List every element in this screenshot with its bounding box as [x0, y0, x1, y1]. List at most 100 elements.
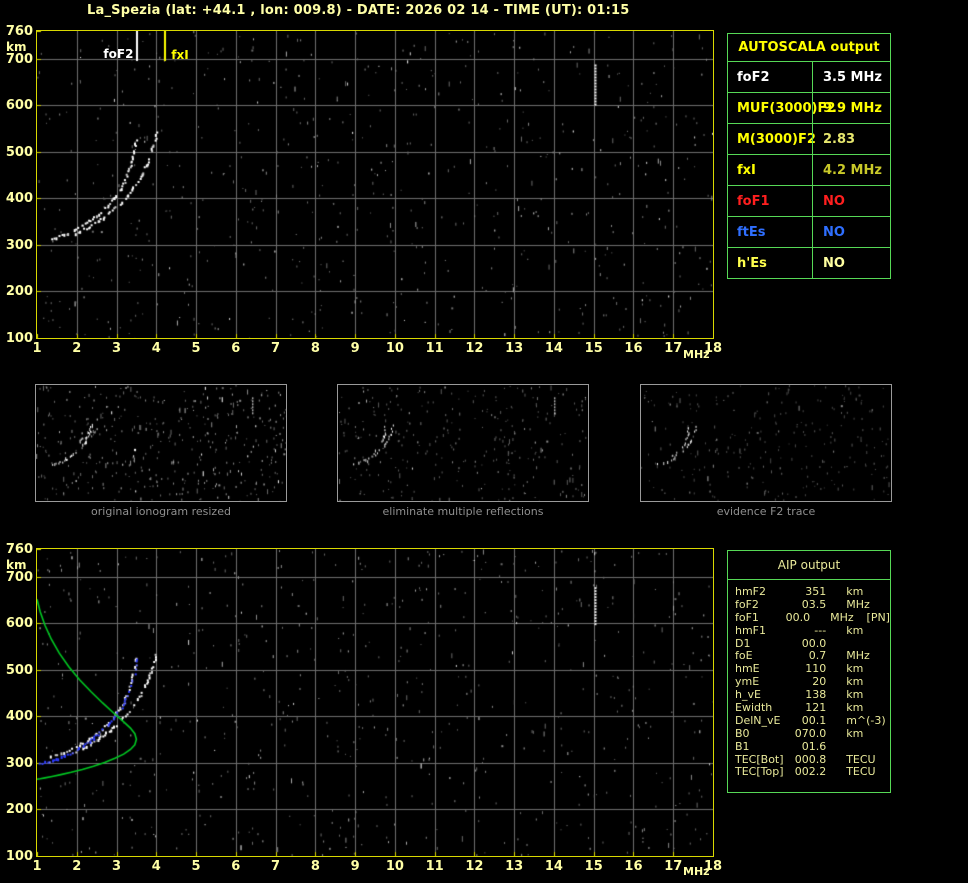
aip-row-unit: MHz — [846, 597, 870, 611]
autoscala-panel-title: AUTOSCALA output — [738, 40, 880, 55]
caption-eliminate-reflections: eliminate multiple reflections — [382, 505, 544, 518]
x-tick-label: 3 — [111, 341, 122, 356]
aip-row-label: TEC[Bot] — [735, 752, 784, 766]
aip-row-extra: [PN] — [866, 610, 890, 624]
aip-row-label: foF2 — [735, 597, 759, 611]
aip-row-label: ymE — [735, 675, 760, 689]
autoscala-row-label: ftEs — [737, 224, 766, 240]
x-tick-label: 11 — [425, 341, 444, 356]
x-tick-label: 15 — [584, 859, 603, 874]
aip-row-unit: km — [846, 585, 864, 598]
autoscala-row: foF1 NO — [728, 185, 890, 216]
x-tick-label: 2 — [72, 859, 82, 874]
y-axis-unit-bottom: km — [6, 558, 27, 572]
y-tick-label: 700 — [5, 569, 33, 585]
x-tick-label: 3 — [111, 859, 122, 874]
aip-row-label: hmF2 — [735, 585, 767, 598]
aip-row-label: TEC[Top] — [735, 765, 784, 779]
aip-row: TEC[Top] 002.2 TECU — [728, 766, 890, 779]
aip-row-value: 121 — [805, 701, 827, 715]
autoscala-row-value: 2.83 — [812, 124, 890, 154]
autoscala-row: foF2 3.5 MHz — [728, 61, 890, 92]
x-tick-label: 17 — [664, 341, 683, 356]
aip-row-value: 002.2 — [794, 765, 827, 779]
aip-row-unit: m^(-3) — [846, 713, 886, 727]
x-tick-label: 5 — [191, 341, 201, 356]
aip-row-value: 00.0 — [785, 610, 811, 624]
aip-row-value: 01.6 — [801, 739, 827, 753]
caption-evidence-f2: evidence F2 trace — [716, 505, 816, 518]
x-tick-label: 4 — [151, 859, 161, 874]
thumbnail-canvas-evidence — [641, 385, 891, 501]
aip-row-unit: MHz — [846, 649, 870, 663]
autoscala-row-label: foF2 — [737, 69, 770, 85]
autoscala-rows: foF2 3.5 MHz MUF(3000)F2 9.9 MHz M(3000)F2 2.… — [728, 61, 890, 278]
ionogram-canvas-aip — [37, 549, 713, 856]
thumbnail-evidence-f2 — [640, 384, 892, 502]
x-tick-label: 6 — [231, 859, 241, 874]
autoscala-row: ftEs NO — [728, 216, 890, 247]
autoscala-row: fxI 4.2 MHz — [728, 154, 890, 185]
aip-row-unit: km — [846, 662, 864, 676]
aip-row-value: 00.1 — [801, 713, 827, 727]
aip-row-value: 03.5 — [801, 597, 827, 611]
x-tick-label: 9 — [350, 859, 360, 874]
x-tick-label: 15 — [584, 341, 603, 356]
x-tick-label: 6 — [231, 341, 241, 356]
x-tick-label: 12 — [465, 341, 484, 356]
x-tick-label: 2 — [72, 341, 82, 356]
autoscala-row-value: 3.5 MHz — [812, 62, 890, 92]
aip-row: B0 070.0 km — [728, 726, 890, 741]
y-tick-label: 700 — [5, 51, 33, 67]
aip-row-label: DelN_vE — [735, 713, 781, 727]
aip-row-unit: km — [846, 726, 864, 740]
autoscala-row-value: NO — [812, 248, 890, 278]
aip-row-unit: MHz — [830, 610, 854, 624]
aip-row-value: --- — [814, 623, 827, 637]
x-tick-label: 18 — [703, 859, 723, 874]
y-tick-label: 760 — [5, 24, 33, 39]
aip-row: hmF1 --- km — [728, 623, 890, 638]
x-tick-label: 10 — [385, 341, 404, 356]
x-tick-label: 14 — [544, 341, 563, 356]
autoscala-row-label: h'Es — [737, 255, 767, 271]
thumbnail-canvas-eliminate — [338, 385, 588, 501]
x-tick-label: 7 — [271, 341, 281, 356]
aip-row-value: 000.8 — [794, 752, 827, 766]
ionogram-plot-aip — [36, 548, 714, 857]
aip-row: hmF2 351 km — [728, 585, 890, 599]
autoscala-row-value: NO — [812, 186, 890, 216]
aip-row: foF1 00.0 MHz [PN] — [728, 610, 890, 625]
x-tick-label: 7 — [271, 859, 281, 874]
x-tick-label: 11 — [425, 859, 444, 874]
autoscala-row-value: 4.2 MHz — [812, 155, 890, 185]
y-tick-label: 400 — [5, 709, 33, 725]
aip-row-unit: km — [846, 701, 864, 715]
x-tick-label: 13 — [505, 341, 524, 356]
aip-row-label: B0 — [735, 726, 750, 740]
x-tick-label: 1 — [32, 859, 42, 874]
aip-row-value: 110 — [805, 662, 827, 676]
aip-row-label: B1 — [735, 739, 750, 753]
autoscala-row-label: fxI — [737, 162, 756, 178]
thumbnail-canvas-original — [36, 385, 286, 501]
x-tick-label: 10 — [385, 859, 404, 874]
aip-row: foE 0.7 MHz — [728, 650, 890, 663]
x-tick-label: 4 — [151, 341, 161, 356]
aip-row-unit: km — [846, 623, 864, 637]
y-tick-label: 500 — [5, 144, 33, 160]
aip-row-unit: TECU — [846, 765, 876, 779]
y-tick-label: 200 — [5, 802, 33, 818]
y-tick-label: 300 — [5, 237, 33, 253]
x-axis-unit-top: MHz — [683, 348, 710, 361]
aip-row: B1 01.6 — [728, 739, 890, 754]
aip-row-unit: km — [846, 675, 864, 689]
ionogram-plot-main — [36, 30, 714, 339]
y-tick-label: 600 — [5, 616, 33, 632]
aip-row-value: 00.0 — [801, 636, 827, 650]
x-tick-label: 8 — [310, 341, 320, 356]
x-tick-label: 18 — [703, 341, 723, 356]
aip-row-value: 20 — [812, 675, 827, 689]
autoscala-row: M(3000)F2 2.83 — [728, 123, 890, 154]
